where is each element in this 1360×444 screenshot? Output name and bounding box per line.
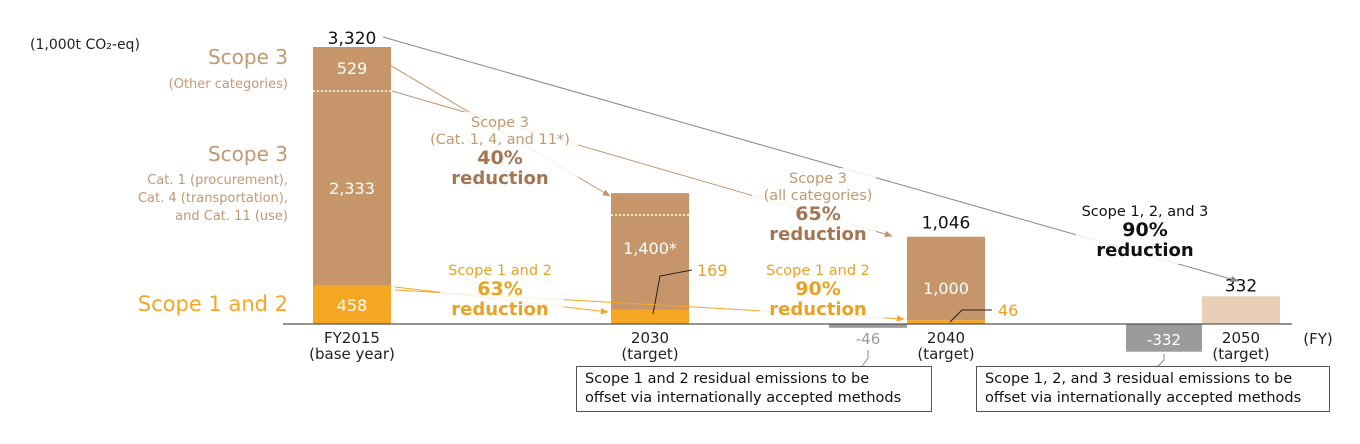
annotation-scope12-2030-word: reduction xyxy=(451,299,548,320)
offset-label: -332 xyxy=(1147,331,1181,349)
legend-scope3-cats-line: Cat. 1 (procurement), xyxy=(147,173,288,188)
annotation-scope12-2040-word: reduction xyxy=(769,299,866,320)
bar-2040-offset xyxy=(829,324,907,328)
bar-2040-scope3-all xyxy=(907,236,985,321)
callout-line-1: Scope 1, 2, and 3 residual emissions to … xyxy=(985,371,1293,387)
annotation-bg xyxy=(752,168,876,246)
tick-label: 2040 xyxy=(927,329,965,347)
annotation-bg xyxy=(1076,200,1220,264)
annotation-scope3-all-word: reduction xyxy=(769,224,866,245)
bar-2050-offset xyxy=(1126,324,1202,352)
data-label: 458 xyxy=(337,296,368,315)
annotation-scope3-all-label: (all categories) xyxy=(764,188,873,204)
annotation-scope3-cats-pct: 40% xyxy=(477,147,522,169)
bar-2050-total xyxy=(1202,296,1280,324)
bar-fy2015-scope3-cats xyxy=(313,91,391,286)
annotation-bg xyxy=(420,112,578,190)
bar-2040-scope12 xyxy=(907,320,985,324)
bar-fy2015-scope12 xyxy=(313,285,391,324)
annotation-scope12-2040-pct: 90% xyxy=(795,278,840,300)
legend-scope3-cats-title: Scope 3 xyxy=(208,142,288,166)
annotation-total-label: Scope 1, 2, and 3 xyxy=(1082,204,1209,220)
legend-scope12-title: Scope 1 and 2 xyxy=(138,292,288,316)
legend-scope3-other-title: Scope 3 xyxy=(208,45,288,69)
offset-label: -46 xyxy=(856,330,881,348)
annotation-total-word: reduction xyxy=(1096,240,1193,261)
annotation-scope12-2030-pct: 63% xyxy=(477,278,522,300)
bar-2030-scope3-cats xyxy=(611,193,689,310)
y-unit-label: (1,000t CO₂-eq) xyxy=(30,37,140,53)
legend-scope3-cats-line: and Cat. 11 (use) xyxy=(175,209,288,224)
tick-sublabel: (base year) xyxy=(309,345,395,363)
data-label: 529 xyxy=(337,59,368,78)
bar-2030-scope12 xyxy=(611,309,689,324)
callout-line-1: Scope 1 and 2 residual emissions to be xyxy=(585,371,870,387)
annotation-scope3-cats-label: (Cat. 1, 4, and 11*) xyxy=(430,132,570,148)
tick-label: FY2015 xyxy=(324,329,380,347)
legend-scope3-other-sub: (Other categories) xyxy=(169,77,288,92)
data-label: 2,333 xyxy=(329,179,375,198)
tick-sublabel: (target) xyxy=(1212,345,1269,363)
callout-line-2: offset via internationally accepted meth… xyxy=(985,390,1302,406)
data-label: 1,400* xyxy=(623,239,677,258)
data-label: 1,000 xyxy=(923,279,969,298)
annotation-scope3-cats-word: reduction xyxy=(451,168,548,189)
data-label: 46 xyxy=(998,301,1018,320)
callout-connector xyxy=(1157,354,1165,367)
legend-scope3-cats-line: Cat. 4 (transportation), xyxy=(138,191,288,206)
bar-fy2015-scope3-other xyxy=(313,47,391,92)
data-label: 169 xyxy=(697,261,728,280)
leader-line xyxy=(949,309,992,323)
total-label: 3,320 xyxy=(328,29,377,49)
leader-line xyxy=(652,269,693,315)
annotation-scope12-2040-label: Scope 1 and 2 xyxy=(766,263,870,279)
annotation-bg xyxy=(760,261,884,323)
annotation-scope3-cats-label: Scope 3 xyxy=(471,115,529,131)
tick-label: 2050 xyxy=(1222,329,1260,347)
annotation-scope3-all-pct: 65% xyxy=(795,203,840,225)
callout-connector xyxy=(861,350,869,367)
annotation-scope12-2030-label: Scope 1 and 2 xyxy=(448,263,552,279)
x-unit-label: (FY) xyxy=(1303,330,1333,348)
tick-label: 2030 xyxy=(631,329,669,347)
tick-sublabel: (target) xyxy=(917,345,974,363)
tick-sublabel: (target) xyxy=(621,345,678,363)
callout-line-2: offset via internationally accepted meth… xyxy=(585,390,902,406)
annotation-scope3-all-label: Scope 3 xyxy=(789,171,847,187)
annotation-total-pct: 90% xyxy=(1122,219,1167,241)
total-label: 1,046 xyxy=(922,214,971,234)
total-label: 332 xyxy=(1225,276,1257,296)
offset-callout-scope12: Scope 1 and 2 residual emissions to be o… xyxy=(576,366,932,412)
annotation-bg xyxy=(440,261,564,323)
offset-callout-scope123: Scope 1, 2, and 3 residual emissions to … xyxy=(976,366,1330,412)
